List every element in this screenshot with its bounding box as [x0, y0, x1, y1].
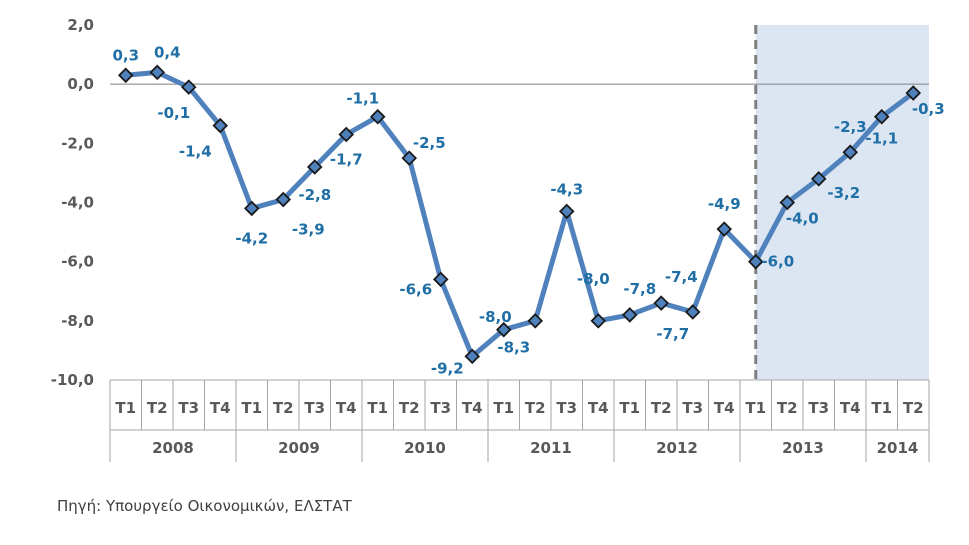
data-label: -3,2 — [827, 184, 860, 202]
y-tick-label: -4,0 — [61, 194, 94, 212]
quarter-tick-label: T1 — [115, 399, 136, 417]
data-point-marker — [810, 171, 827, 187]
data-point-marker — [621, 307, 638, 323]
quarter-tick-label: T4 — [336, 399, 357, 417]
data-label: -1,1 — [346, 90, 379, 108]
quarter-tick-label: T2 — [147, 399, 168, 417]
data-label: -7,7 — [656, 325, 689, 343]
year-tick-label: 2012 — [656, 439, 698, 457]
y-tick-label: -10,0 — [51, 371, 94, 389]
source-note: Πηγή: Υπουργείο Οικονομικών, ΕΛΣΤΑΤ — [57, 497, 352, 515]
y-tick-label: 2,0 — [67, 16, 94, 34]
quarter-tick-label: T1 — [493, 399, 514, 417]
data-label: -1,7 — [330, 150, 363, 168]
data-label: -2,5 — [413, 134, 446, 152]
quarter-tick-label: T4 — [840, 399, 861, 417]
data-point-marker — [527, 313, 544, 329]
quarter-tick-label: T3 — [808, 399, 829, 417]
data-label: -4,0 — [786, 210, 819, 228]
quarter-tick-label: T4 — [588, 399, 609, 417]
data-label: -3,9 — [292, 221, 325, 239]
data-label: -6,0 — [761, 253, 794, 271]
quarter-tick-label: T4 — [462, 399, 483, 417]
quarter-tick-label: T2 — [525, 399, 546, 417]
quarter-tick-label: T1 — [367, 399, 388, 417]
year-tick-label: 2013 — [782, 439, 824, 457]
quarter-tick-label: T1 — [871, 399, 892, 417]
data-point-marker — [180, 79, 197, 95]
quarter-tick-label: T1 — [241, 399, 262, 417]
data-label: -1,1 — [865, 130, 898, 148]
data-label: -8,0 — [577, 270, 610, 288]
data-point-marker — [495, 321, 512, 338]
data-label: -1,4 — [179, 143, 212, 161]
data-label: -4,2 — [235, 229, 268, 247]
data-label: -0,3 — [912, 100, 945, 118]
year-tick-label: 2011 — [530, 439, 572, 457]
quarter-tick-label: T3 — [304, 399, 325, 417]
data-point-marker — [590, 313, 607, 329]
data-point-marker — [275, 191, 292, 208]
quarter-tick-label: T4 — [210, 399, 231, 417]
quarter-tick-label: T2 — [399, 399, 420, 417]
year-tick-label: 2008 — [152, 439, 194, 457]
quarter-tick-label: T2 — [777, 399, 798, 417]
data-label: -4,3 — [550, 180, 583, 198]
data-label: -2,8 — [298, 186, 331, 204]
quarter-tick-label: T3 — [556, 399, 577, 417]
data-label: -6,6 — [399, 280, 432, 298]
quarter-tick-label: T3 — [178, 399, 199, 417]
data-point-marker — [306, 159, 323, 175]
quarter-tick-label: T2 — [273, 399, 294, 417]
data-point-marker — [747, 253, 764, 270]
axes: 2,0 0,0 -2,0 -4,0 -6,0 -8,0 -10,0 T1 T2 T3 T4 T1 T2 T… — [51, 16, 930, 462]
series-markers — [117, 64, 922, 365]
y-tick-label: -6,0 — [61, 253, 94, 271]
data-point-marker — [401, 150, 418, 166]
quarter-tick-label: T4 — [714, 399, 735, 417]
data-point-marker — [338, 126, 355, 143]
data-label: -4,9 — [708, 195, 741, 213]
data-label: 0,4 — [154, 43, 181, 61]
data-labels: 0,3 0,4 -0,1 -1,4 -4,2 -3,9 -2,8 -1,7 -1,1 -2,5 -6… — [112, 43, 944, 377]
quarter-tick-label: T2 — [903, 399, 924, 417]
quarter-tick-label: T1 — [745, 399, 766, 417]
data-label: -2,3 — [834, 118, 867, 136]
data-label: 0,3 — [112, 46, 139, 64]
data-label: -0,1 — [157, 104, 190, 122]
quarter-tick-label: T2 — [651, 399, 672, 417]
data-point-marker — [464, 348, 481, 365]
data-label: -7,8 — [623, 280, 656, 298]
data-point-marker — [842, 144, 859, 160]
data-point-marker — [716, 221, 733, 237]
data-point-marker — [653, 295, 670, 311]
data-point-marker — [905, 85, 922, 101]
year-tick-label: 2009 — [278, 439, 320, 457]
year-tick-label: 2014 — [877, 439, 919, 457]
y-tick-label: 0,0 — [67, 75, 94, 93]
data-point-marker — [117, 67, 134, 84]
y-tick-label: -8,0 — [61, 312, 94, 330]
data-point-marker — [558, 203, 575, 220]
data-point-marker — [432, 271, 449, 288]
data-label: -9,2 — [431, 359, 464, 377]
data-point-marker — [873, 108, 890, 125]
data-point-marker — [779, 194, 796, 211]
data-point-marker — [369, 108, 386, 125]
y-tick-label: -2,0 — [61, 134, 94, 152]
data-label: -8,0 — [479, 308, 512, 326]
data-point-marker — [243, 200, 260, 217]
data-point-marker — [212, 117, 229, 134]
data-point-marker — [149, 64, 166, 81]
quarter-tick-label: T3 — [682, 399, 703, 417]
year-tick-label: 2010 — [404, 439, 446, 457]
quarter-tick-label: T3 — [430, 399, 451, 417]
data-label: -8,3 — [497, 339, 530, 357]
data-point-marker — [684, 304, 701, 320]
data-label: -7,4 — [665, 268, 698, 286]
quarter-tick-label: T1 — [619, 399, 640, 417]
